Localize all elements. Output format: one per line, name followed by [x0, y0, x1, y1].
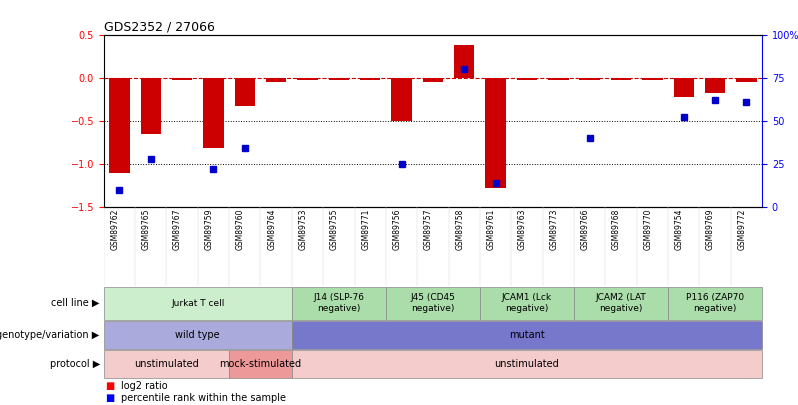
Bar	[454, 45, 475, 78]
Bar	[642, 78, 662, 81]
FancyBboxPatch shape	[292, 321, 762, 349]
Text: GSM89755: GSM89755	[330, 209, 339, 250]
Bar	[266, 78, 286, 82]
Bar	[737, 78, 757, 82]
Text: GSM89773: GSM89773	[549, 209, 559, 250]
Text: GSM89765: GSM89765	[142, 209, 151, 250]
Text: mock-stimulated: mock-stimulated	[219, 359, 302, 369]
Bar	[485, 78, 506, 188]
Bar	[391, 78, 412, 121]
Bar	[360, 78, 381, 81]
Bar	[235, 78, 255, 106]
Bar	[517, 78, 537, 81]
FancyBboxPatch shape	[575, 287, 668, 320]
Text: GSM89754: GSM89754	[675, 209, 684, 250]
Bar	[109, 78, 129, 173]
Text: GSM89767: GSM89767	[173, 209, 182, 250]
Bar	[579, 78, 600, 81]
Bar	[705, 78, 725, 93]
Bar	[140, 78, 161, 134]
Text: percentile rank within the sample: percentile rank within the sample	[121, 392, 286, 403]
Bar	[610, 78, 631, 81]
Bar	[674, 78, 694, 97]
Text: genotype/variation ▶: genotype/variation ▶	[0, 330, 100, 340]
Text: P116 (ZAP70
negative): P116 (ZAP70 negative)	[686, 294, 744, 313]
Text: GSM89761: GSM89761	[487, 209, 496, 250]
Bar	[203, 78, 223, 149]
Text: GSM89769: GSM89769	[706, 209, 715, 250]
Text: unstimulated: unstimulated	[134, 359, 199, 369]
Text: GSM89772: GSM89772	[737, 209, 746, 250]
Text: GSM89758: GSM89758	[456, 209, 464, 250]
Text: ■: ■	[105, 392, 115, 403]
FancyBboxPatch shape	[292, 287, 385, 320]
Bar	[298, 78, 318, 81]
Text: GSM89760: GSM89760	[236, 209, 245, 250]
Text: protocol ▶: protocol ▶	[49, 359, 100, 369]
Text: JCAM1 (Lck
negative): JCAM1 (Lck negative)	[502, 294, 552, 313]
Text: GSM89771: GSM89771	[361, 209, 370, 250]
FancyBboxPatch shape	[104, 350, 229, 378]
Bar	[329, 78, 349, 81]
Text: log2 ratio: log2 ratio	[121, 381, 168, 391]
Text: GSM89753: GSM89753	[298, 209, 307, 250]
FancyBboxPatch shape	[386, 287, 480, 320]
Text: wild type: wild type	[176, 330, 220, 340]
Text: JCAM2 (LAT
negative): JCAM2 (LAT negative)	[595, 294, 646, 313]
Text: Jurkat T cell: Jurkat T cell	[171, 298, 224, 308]
Text: GSM89759: GSM89759	[204, 209, 213, 250]
Text: GSM89763: GSM89763	[518, 209, 527, 250]
Bar	[423, 78, 443, 82]
Text: ■: ■	[105, 381, 115, 391]
Text: GDS2352 / 27066: GDS2352 / 27066	[104, 21, 215, 34]
Text: GSM89768: GSM89768	[612, 209, 621, 250]
FancyBboxPatch shape	[104, 321, 291, 349]
Text: J14 (SLP-76
negative): J14 (SLP-76 negative)	[314, 294, 365, 313]
Text: GSM89757: GSM89757	[424, 209, 433, 250]
FancyBboxPatch shape	[104, 287, 291, 320]
Text: GSM89766: GSM89766	[581, 209, 590, 250]
Bar	[548, 78, 568, 81]
Text: GSM89762: GSM89762	[110, 209, 120, 250]
Text: GSM89756: GSM89756	[393, 209, 401, 250]
FancyBboxPatch shape	[480, 287, 574, 320]
Text: unstimulated: unstimulated	[495, 359, 559, 369]
Text: cell line ▶: cell line ▶	[51, 298, 100, 308]
Text: mutant: mutant	[509, 330, 545, 340]
FancyBboxPatch shape	[230, 350, 291, 378]
Text: J45 (CD45
negative): J45 (CD45 negative)	[410, 294, 456, 313]
Bar	[172, 78, 192, 81]
FancyBboxPatch shape	[669, 287, 762, 320]
Text: GSM89770: GSM89770	[643, 209, 652, 250]
FancyBboxPatch shape	[292, 350, 762, 378]
Text: GSM89764: GSM89764	[267, 209, 276, 250]
